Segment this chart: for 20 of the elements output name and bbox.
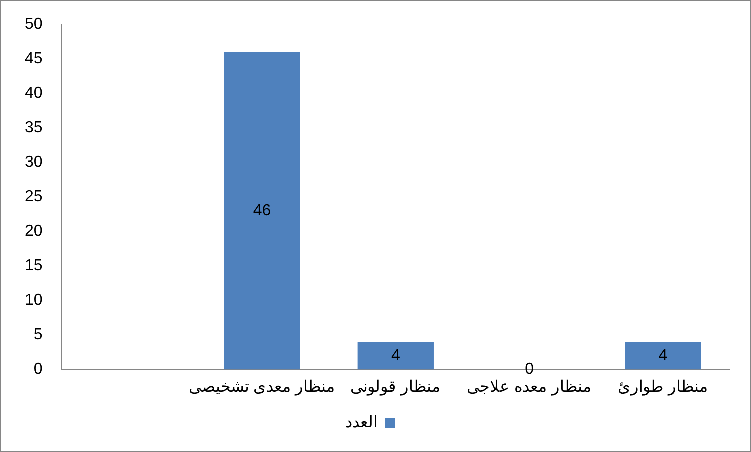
data-label: 4 <box>658 347 668 364</box>
y-tick-label: 40 <box>25 85 43 102</box>
data-label: 0 <box>525 361 534 378</box>
x-tick-label: منظار طوارئ <box>618 378 708 396</box>
y-tick-label: 25 <box>25 188 43 206</box>
y-tick-label: 15 <box>25 258 43 275</box>
y-tick-label: 35 <box>25 120 43 137</box>
y-tick-label: 20 <box>25 223 43 240</box>
y-tick-label: 45 <box>25 50 43 68</box>
y-tick-label: 5 <box>34 326 43 344</box>
legend-label: العدد <box>346 414 378 432</box>
y-tick-label: 50 <box>25 16 43 34</box>
data-label: 4 <box>391 347 400 364</box>
y-tick-label: 0 <box>34 361 43 378</box>
y-tick-label: 30 <box>25 154 43 172</box>
x-tick-label: منظار معدی تشخیصی <box>188 378 336 396</box>
data-label: 46 <box>253 202 272 220</box>
y-tick-label: 10 <box>25 292 43 310</box>
x-tick-label: منظار معده علاجی <box>467 378 592 396</box>
x-tick-label: منظار قولونی <box>350 378 442 396</box>
